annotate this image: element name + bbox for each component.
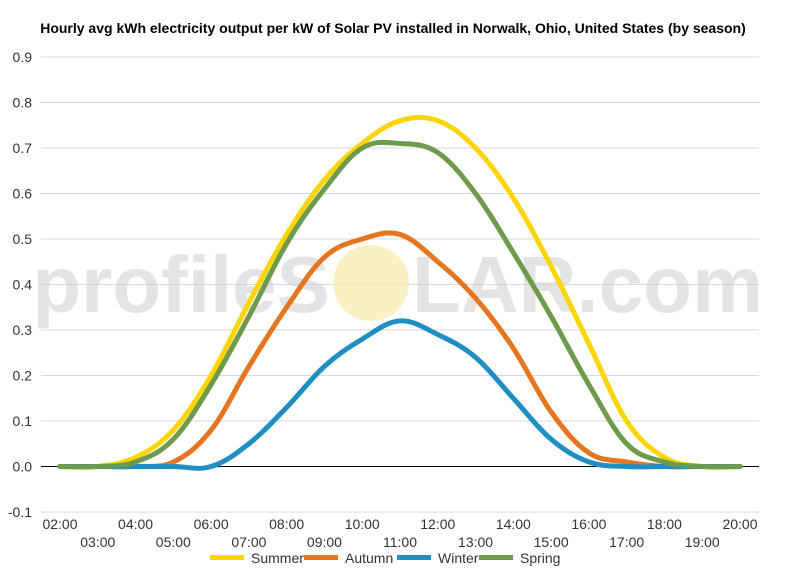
- x-tick-label: 13:00: [458, 534, 493, 550]
- series-line-spring: [57, 139, 743, 470]
- watermark-sun-icon: [333, 245, 409, 321]
- y-tick-label: -0.1: [8, 504, 32, 520]
- legend-label: Spring: [520, 550, 560, 566]
- y-tick-label: 0.8: [13, 95, 33, 111]
- watermark-text-left: profileS: [32, 240, 330, 329]
- y-tick-label: 0.2: [13, 368, 33, 384]
- x-tick-label: 04:00: [118, 516, 153, 532]
- x-tick-label: 09:00: [307, 534, 342, 550]
- x-tick-label: 18:00: [647, 516, 682, 532]
- y-tick-label: 0.5: [13, 231, 33, 247]
- x-tick-label: 11:00: [383, 534, 417, 550]
- legend-swatch: [210, 555, 244, 560]
- x-tick-label: 15:00: [534, 534, 569, 550]
- legend-label: Winter: [438, 550, 479, 566]
- x-tick-label: 06:00: [194, 516, 229, 532]
- legend-swatch: [479, 555, 513, 560]
- y-tick-label: 0.3: [13, 322, 33, 338]
- legend-swatch: [304, 555, 338, 560]
- x-axis: 02:0003:0004:0005:0006:0007:0008:0009:00…: [42, 516, 757, 550]
- x-tick-label: 14:00: [496, 516, 531, 532]
- legend-label: Summer: [251, 550, 304, 566]
- chart-title: Hourly avg kWh electricity output per kW…: [40, 20, 746, 36]
- series-line-summer: [57, 114, 743, 470]
- x-tick-label: 19:00: [685, 534, 720, 550]
- x-tick-label: 16:00: [571, 516, 606, 532]
- y-tick-label: 0.0: [13, 459, 33, 475]
- legend-item-winter[interactable]: Winter: [397, 550, 479, 566]
- x-tick-label: 03:00: [80, 534, 115, 550]
- legend-item-autumn[interactable]: Autumn: [304, 550, 393, 566]
- series-line-autumn: [57, 230, 743, 470]
- x-tick-label: 20:00: [722, 516, 757, 532]
- series-lines: [57, 114, 743, 471]
- y-tick-label: 0.9: [13, 49, 33, 65]
- legend-item-summer[interactable]: Summer: [210, 550, 304, 566]
- y-tick-label: 0.7: [13, 140, 33, 156]
- x-tick-label: 02:00: [42, 516, 77, 532]
- y-tick-label: 0.6: [13, 186, 33, 202]
- y-axis: -0.1 0.0 0.1 0.2 0.3 0.4 0.5 0.6 0.7 0.8 0.9: [8, 49, 759, 520]
- x-tick-label: 08:00: [269, 516, 304, 532]
- series-line-winter: [57, 318, 743, 471]
- legend-swatch: [397, 555, 431, 560]
- x-tick-label: 10:00: [345, 516, 380, 532]
- x-tick-label: 05:00: [156, 534, 191, 550]
- legend-label: Autumn: [345, 550, 393, 566]
- legend: Summer Autumn Winter Spring: [210, 550, 560, 566]
- watermark: profileS LAR.com: [32, 240, 763, 329]
- legend-item-spring[interactable]: Spring: [479, 550, 560, 566]
- watermark-text-right: LAR.com: [412, 240, 763, 329]
- x-tick-label: 07:00: [231, 534, 266, 550]
- x-tick-label: 17:00: [609, 534, 644, 550]
- x-tick-label: 12:00: [420, 516, 455, 532]
- y-tick-label: 0.1: [13, 413, 33, 429]
- y-tick-label: 0.4: [13, 277, 33, 293]
